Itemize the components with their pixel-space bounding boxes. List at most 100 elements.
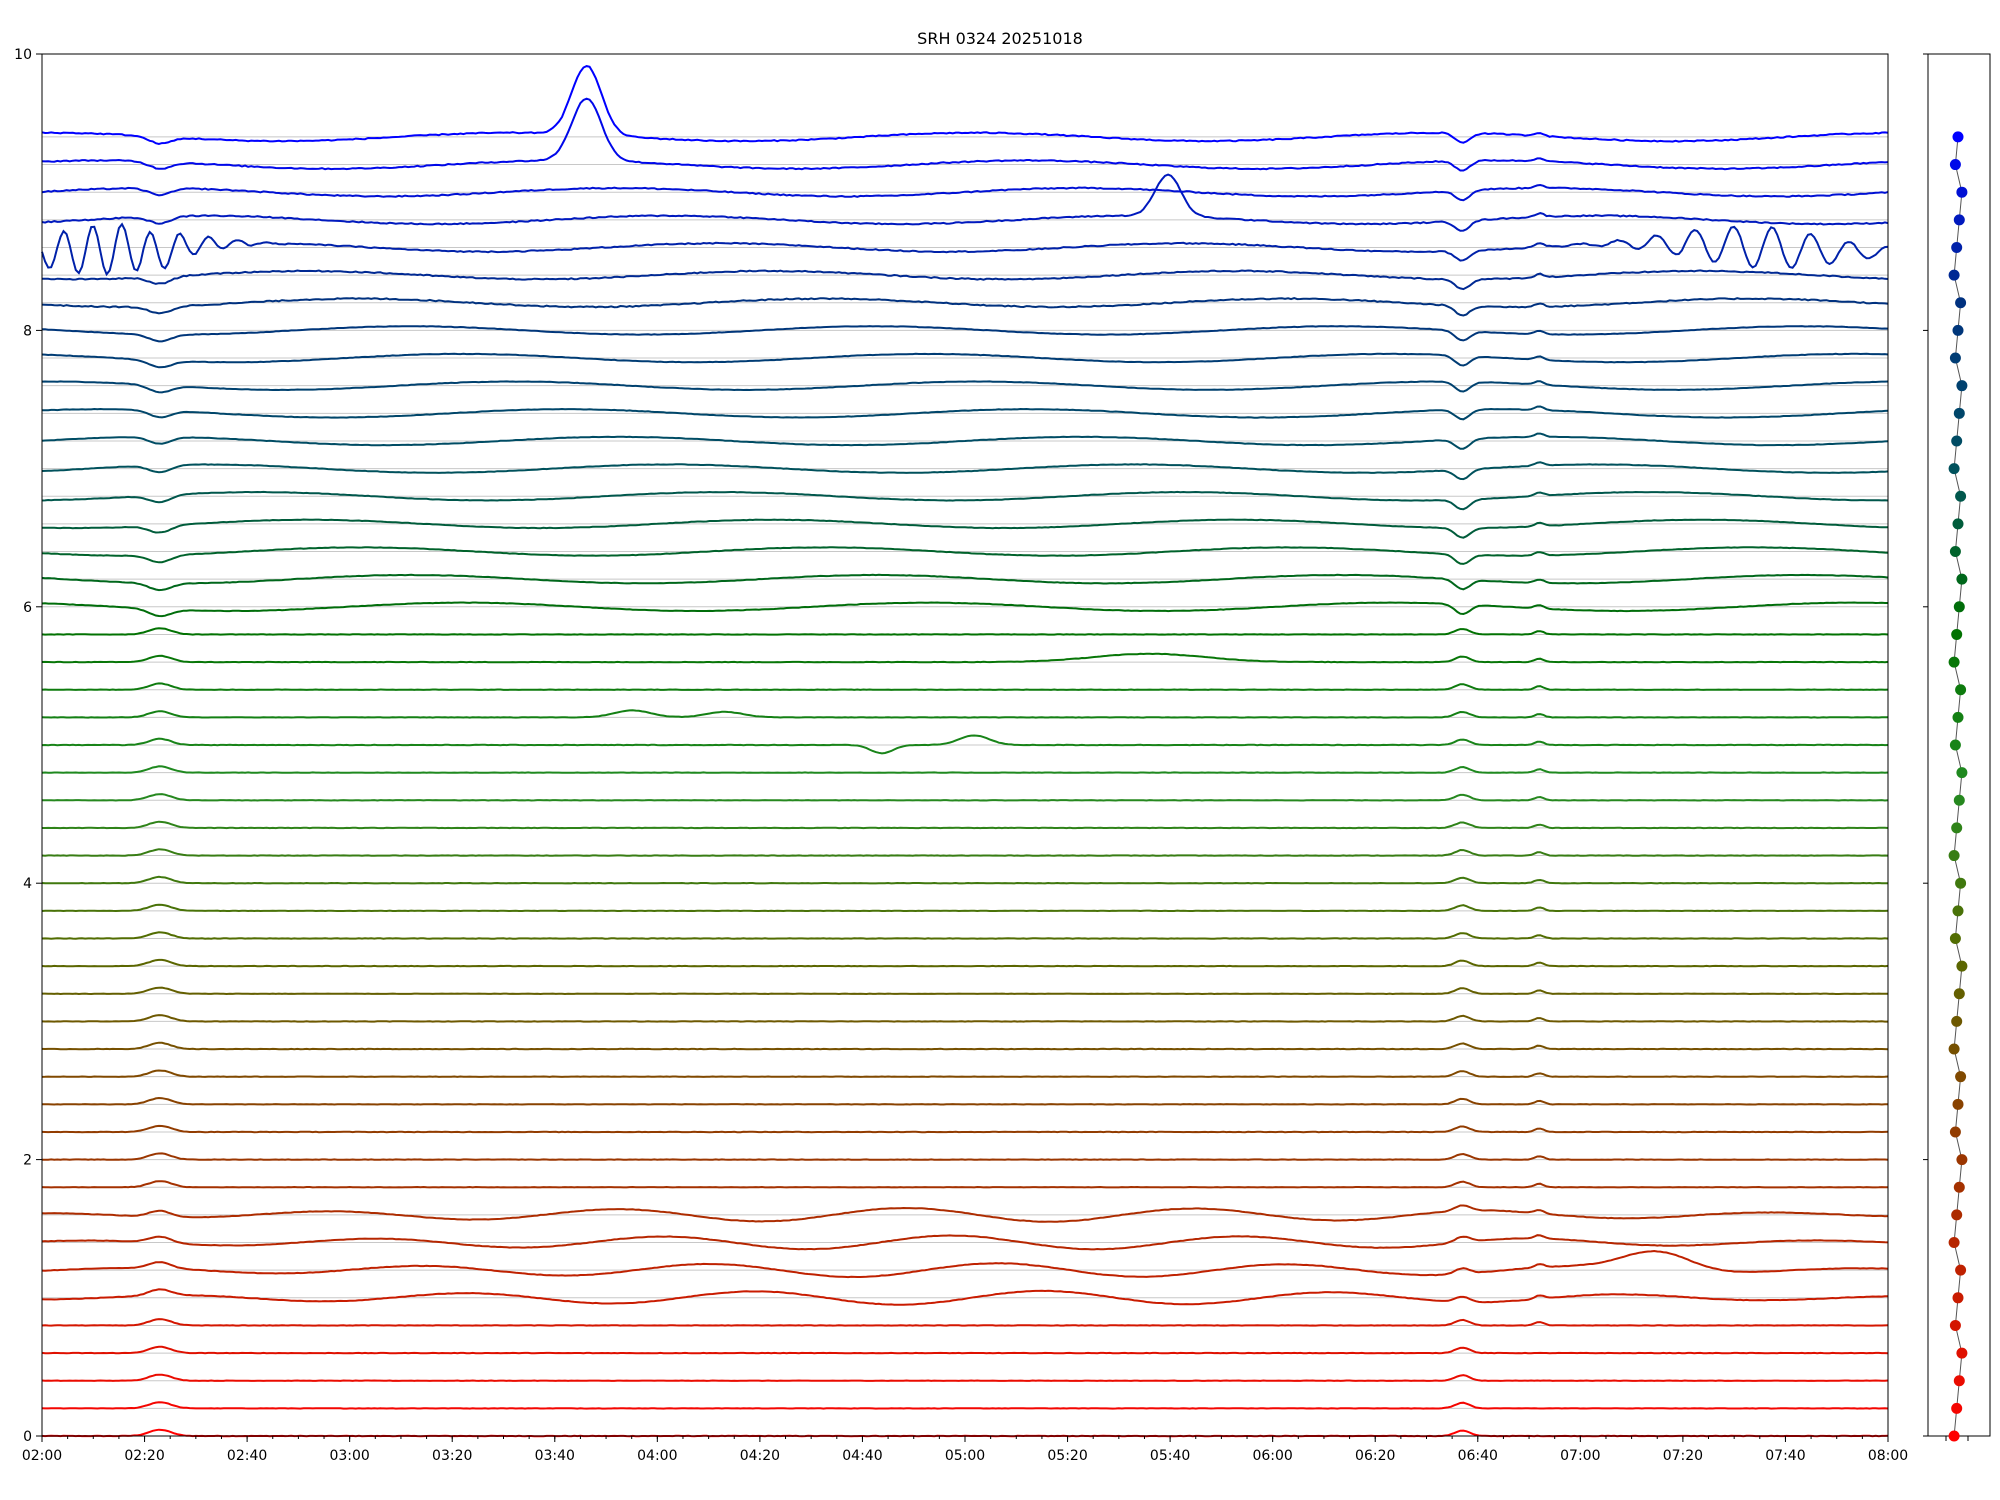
series-line-6 [41,1249,1889,1279]
right-panel-marker-4 [1949,1319,1961,1331]
axes: 02:00 02:20 02:40 03:00 03:20 03:40 04:00 04:20… [14,47,1908,1464]
right-panel-marker-10 [1956,1154,1968,1166]
x-tick-label: 04:40 [842,1448,882,1464]
series-line-46 [41,97,1889,172]
series-line-37 [42,405,1889,421]
series-line-15 [41,1014,1888,1023]
y-tick-label: 6 [23,600,32,616]
series-line-27 [41,682,1889,691]
series-line-12 [42,1096,1888,1106]
series-line-1 [41,1401,1889,1410]
right-panel-marker-22 [1951,822,1963,834]
series-line-26 [41,709,1889,719]
series-line-36 [41,432,1889,450]
series-line-19 [41,903,1889,913]
right-panel-marker-24 [1956,767,1968,779]
right-panel-marker-8 [1951,1209,1963,1221]
series-line-32 [41,546,1889,565]
series-line-8 [41,1204,1889,1223]
right-panel-marker-21 [1948,850,1960,862]
x-tick-label: 07:40 [1765,1448,1805,1464]
y-tick-label: 2 [23,1153,32,1169]
right-panel-marker-45 [1956,186,1968,198]
right-panel-marker-26 [1952,711,1964,723]
series-line-2 [41,1373,1889,1382]
right-panel-marker-29 [1951,628,1963,640]
series-line-4 [41,1318,1889,1327]
right-panel-marker-7 [1948,1237,1960,1249]
right-panel-marker-36 [1951,435,1963,447]
series-group [41,65,1889,1438]
x-tick-label: 04:20 [740,1448,780,1464]
right-panel-marker-19 [1952,905,1964,917]
right-panel-marker-11 [1949,1126,1961,1138]
right-panel-marker-13 [1955,1071,1967,1083]
series-line-9 [41,1180,1889,1189]
series-line-17 [41,958,1889,968]
right-panel-marker-37 [1953,407,1965,419]
x-tick-label: 03:40 [535,1448,575,1464]
right-panel-marker-42 [1948,269,1960,281]
series-line-41 [41,297,1889,317]
series-line-10 [41,1152,1889,1161]
series-line-28 [41,652,1889,664]
series-line-30 [41,601,1888,618]
series-line-24 [41,765,1889,774]
right-panel-marker-32 [1949,546,1961,558]
series-line-21 [41,848,1889,857]
series-line-35 [41,461,1889,481]
right-panel-marker-35 [1948,463,1960,475]
right-panel-marker-40 [1952,324,1964,336]
series-line-39 [41,352,1889,369]
series-line-23 [41,793,1889,802]
series-line-31 [41,573,1889,592]
series-line-25 [41,734,1889,755]
y-tick-label: 8 [23,323,32,339]
series-line-22 [42,820,1889,830]
right-panel-marker-33 [1952,518,1964,530]
y-tick-label: 10 [14,47,32,63]
x-tick-label: 05:20 [1047,1448,1087,1464]
right-panel-marker-34 [1955,490,1967,502]
right-panel-marker-15 [1951,1015,1963,1027]
x-tick-label: 04:00 [637,1448,677,1464]
x-tick-label: 08:00 [1868,1448,1908,1464]
right-panel-marker-23 [1953,794,1965,806]
right-panel-marker-43 [1951,241,1963,253]
right-panel-marker-18 [1949,932,1961,944]
right-panel-marker-0 [1948,1430,1960,1442]
right-panel-marker-44 [1953,214,1965,226]
y-tick-label: 0 [23,1429,32,1445]
right-panel-marker-17 [1956,960,1968,972]
x-tick-label: 06:40 [1458,1448,1498,1464]
right-panel-marker-9 [1953,1181,1965,1193]
chart-title: SRH 0324 20251018 [917,29,1083,48]
right-panel-marker-25 [1949,739,1961,751]
series-line-34 [41,490,1889,511]
series-line-5 [41,1288,1888,1306]
x-tick-label: 02:40 [227,1448,267,1464]
series-line-0 [41,1428,1889,1438]
series-line-38 [41,380,1889,394]
x-tick-label: 06:20 [1355,1448,1395,1464]
series-line-45 [41,183,1889,202]
right-panel-marker-14 [1948,1043,1960,1055]
x-tick-label: 05:40 [1150,1448,1190,1464]
x-tick-label: 03:20 [432,1448,472,1464]
series-line-13 [41,1069,1889,1078]
right-panel-marker-20 [1955,877,1967,889]
series-line-14 [41,1041,1889,1051]
series-line-43 [41,222,1889,277]
x-tick-label: 02:00 [22,1448,62,1464]
right-panel [1923,53,1991,1442]
right-panel-marker-30 [1953,601,1965,613]
right-panel-marker-46 [1949,159,1961,171]
right-panel-marker-5 [1952,1292,1964,1304]
right-panel-marker-31 [1956,573,1968,585]
right-panel-marker-6 [1955,1264,1967,1276]
x-tick-label: 05:00 [945,1448,985,1464]
x-tick-label: 07:20 [1663,1448,1703,1464]
series-line-18 [41,931,1889,940]
right-panel-marker-3 [1956,1347,1968,1359]
